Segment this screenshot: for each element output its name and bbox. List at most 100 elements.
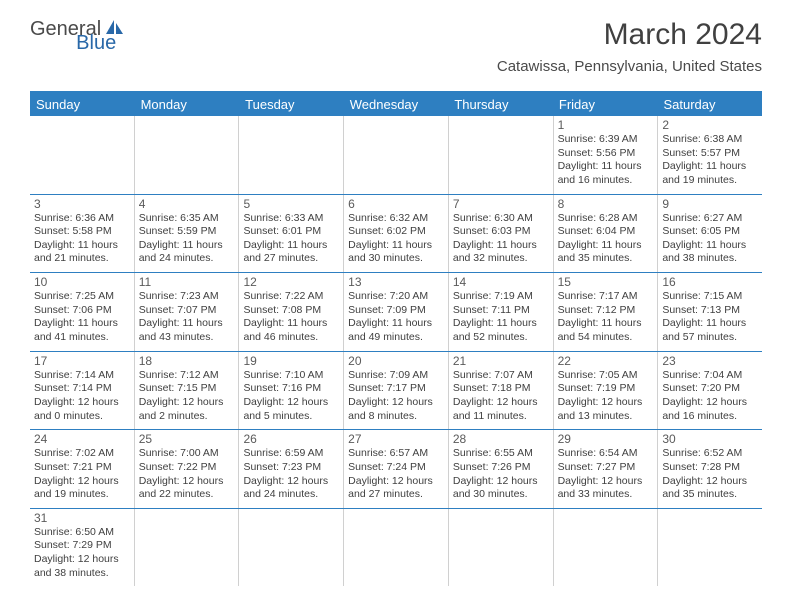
sunrise-text: Sunrise: 6:39 AM [558, 133, 654, 147]
day-header-friday: Friday [553, 93, 658, 116]
sunrise-text: Sunrise: 6:30 AM [453, 212, 549, 226]
day-info: Sunrise: 6:57 AMSunset: 7:24 PMDaylight:… [348, 447, 444, 502]
day-number: 21 [453, 354, 549, 368]
day-info: Sunrise: 7:04 AMSunset: 7:20 PMDaylight:… [662, 369, 758, 424]
daylight-text: Daylight: 12 hours and 33 minutes. [558, 475, 654, 502]
sunrise-text: Sunrise: 7:02 AM [34, 447, 130, 461]
sunrise-text: Sunrise: 6:32 AM [348, 212, 444, 226]
day-info: Sunrise: 6:33 AMSunset: 6:01 PMDaylight:… [243, 212, 339, 267]
daylight-text: Daylight: 12 hours and 35 minutes. [662, 475, 758, 502]
day-number: 16 [662, 275, 758, 289]
day-number: 14 [453, 275, 549, 289]
daylight-text: Daylight: 11 hours and 49 minutes. [348, 317, 444, 344]
day-cell: 8Sunrise: 6:28 AMSunset: 6:04 PMDaylight… [554, 195, 659, 273]
sunset-text: Sunset: 7:13 PM [662, 304, 758, 318]
location: Catawissa, Pennsylvania, United States [497, 58, 762, 75]
daylight-text: Daylight: 12 hours and 19 minutes. [34, 475, 130, 502]
day-number: 4 [139, 197, 235, 211]
sunset-text: Sunset: 6:04 PM [558, 225, 654, 239]
sunset-text: Sunset: 7:14 PM [34, 382, 130, 396]
day-info: Sunrise: 6:54 AMSunset: 7:27 PMDaylight:… [558, 447, 654, 502]
sunset-text: Sunset: 6:01 PM [243, 225, 339, 239]
daylight-text: Daylight: 11 hours and 46 minutes. [243, 317, 339, 344]
sunrise-text: Sunrise: 7:14 AM [34, 369, 130, 383]
daylight-text: Daylight: 12 hours and 30 minutes. [453, 475, 549, 502]
daylight-text: Daylight: 12 hours and 5 minutes. [243, 396, 339, 423]
day-cell-empty [449, 509, 554, 587]
day-info: Sunrise: 6:27 AMSunset: 6:05 PMDaylight:… [662, 212, 758, 267]
day-header-row: SundayMondayTuesdayWednesdayThursdayFrid… [30, 93, 762, 116]
sunrise-text: Sunrise: 6:35 AM [139, 212, 235, 226]
day-number: 18 [139, 354, 235, 368]
sunrise-text: Sunrise: 7:22 AM [243, 290, 339, 304]
daylight-text: Daylight: 11 hours and 30 minutes. [348, 239, 444, 266]
daylight-text: Daylight: 11 hours and 38 minutes. [662, 239, 758, 266]
day-cell-empty [135, 116, 240, 194]
day-info: Sunrise: 7:22 AMSunset: 7:08 PMDaylight:… [243, 290, 339, 345]
sunset-text: Sunset: 7:16 PM [243, 382, 339, 396]
day-number: 22 [558, 354, 654, 368]
day-info: Sunrise: 6:39 AMSunset: 5:56 PMDaylight:… [558, 133, 654, 188]
day-info: Sunrise: 6:30 AMSunset: 6:03 PMDaylight:… [453, 212, 549, 267]
weeks-container: 1Sunrise: 6:39 AMSunset: 5:56 PMDaylight… [30, 116, 762, 586]
sunset-text: Sunset: 7:24 PM [348, 461, 444, 475]
day-number: 23 [662, 354, 758, 368]
week-row: 17Sunrise: 7:14 AMSunset: 7:14 PMDayligh… [30, 352, 762, 431]
daylight-text: Daylight: 12 hours and 27 minutes. [348, 475, 444, 502]
day-header-thursday: Thursday [448, 93, 553, 116]
daylight-text: Daylight: 11 hours and 24 minutes. [139, 239, 235, 266]
daylight-text: Daylight: 11 hours and 41 minutes. [34, 317, 130, 344]
day-info: Sunrise: 7:09 AMSunset: 7:17 PMDaylight:… [348, 369, 444, 424]
day-cell: 30Sunrise: 6:52 AMSunset: 7:28 PMDayligh… [658, 430, 762, 508]
sunrise-text: Sunrise: 7:25 AM [34, 290, 130, 304]
daylight-text: Daylight: 12 hours and 16 minutes. [662, 396, 758, 423]
day-cell: 28Sunrise: 6:55 AMSunset: 7:26 PMDayligh… [449, 430, 554, 508]
day-cell-empty [30, 116, 135, 194]
day-info: Sunrise: 7:14 AMSunset: 7:14 PMDaylight:… [34, 369, 130, 424]
day-cell: 29Sunrise: 6:54 AMSunset: 7:27 PMDayligh… [554, 430, 659, 508]
day-cell: 11Sunrise: 7:23 AMSunset: 7:07 PMDayligh… [135, 273, 240, 351]
day-header-tuesday: Tuesday [239, 93, 344, 116]
day-cell: 14Sunrise: 7:19 AMSunset: 7:11 PMDayligh… [449, 273, 554, 351]
sunset-text: Sunset: 7:28 PM [662, 461, 758, 475]
day-cell-empty [239, 116, 344, 194]
sunrise-text: Sunrise: 6:57 AM [348, 447, 444, 461]
sunrise-text: Sunrise: 6:59 AM [243, 447, 339, 461]
day-info: Sunrise: 6:36 AMSunset: 5:58 PMDaylight:… [34, 212, 130, 267]
sunrise-text: Sunrise: 6:54 AM [558, 447, 654, 461]
day-cell-empty [239, 509, 344, 587]
sunrise-text: Sunrise: 6:33 AM [243, 212, 339, 226]
day-cell-empty [135, 509, 240, 587]
day-cell: 4Sunrise: 6:35 AMSunset: 5:59 PMDaylight… [135, 195, 240, 273]
sunrise-text: Sunrise: 6:28 AM [558, 212, 654, 226]
day-info: Sunrise: 6:35 AMSunset: 5:59 PMDaylight:… [139, 212, 235, 267]
day-number: 1 [558, 118, 654, 132]
sunrise-text: Sunrise: 7:00 AM [139, 447, 235, 461]
daylight-text: Daylight: 11 hours and 32 minutes. [453, 239, 549, 266]
day-info: Sunrise: 6:28 AMSunset: 6:04 PMDaylight:… [558, 212, 654, 267]
day-number: 13 [348, 275, 444, 289]
sunrise-text: Sunrise: 6:50 AM [34, 526, 130, 540]
day-number: 17 [34, 354, 130, 368]
day-info: Sunrise: 7:07 AMSunset: 7:18 PMDaylight:… [453, 369, 549, 424]
sunset-text: Sunset: 7:15 PM [139, 382, 235, 396]
day-info: Sunrise: 7:02 AMSunset: 7:21 PMDaylight:… [34, 447, 130, 502]
daylight-text: Daylight: 11 hours and 27 minutes. [243, 239, 339, 266]
day-cell: 2Sunrise: 6:38 AMSunset: 5:57 PMDaylight… [658, 116, 762, 194]
day-cell: 5Sunrise: 6:33 AMSunset: 6:01 PMDaylight… [239, 195, 344, 273]
daylight-text: Daylight: 12 hours and 24 minutes. [243, 475, 339, 502]
sunrise-text: Sunrise: 7:20 AM [348, 290, 444, 304]
day-cell: 18Sunrise: 7:12 AMSunset: 7:15 PMDayligh… [135, 352, 240, 430]
day-cell: 16Sunrise: 7:15 AMSunset: 7:13 PMDayligh… [658, 273, 762, 351]
day-cell: 26Sunrise: 6:59 AMSunset: 7:23 PMDayligh… [239, 430, 344, 508]
day-cell: 12Sunrise: 7:22 AMSunset: 7:08 PMDayligh… [239, 273, 344, 351]
sunrise-text: Sunrise: 7:23 AM [139, 290, 235, 304]
sunrise-text: Sunrise: 6:27 AM [662, 212, 758, 226]
sunset-text: Sunset: 5:59 PM [139, 225, 235, 239]
day-cell: 19Sunrise: 7:10 AMSunset: 7:16 PMDayligh… [239, 352, 344, 430]
day-cell: 20Sunrise: 7:09 AMSunset: 7:17 PMDayligh… [344, 352, 449, 430]
day-number: 8 [558, 197, 654, 211]
day-number: 12 [243, 275, 339, 289]
day-cell: 1Sunrise: 6:39 AMSunset: 5:56 PMDaylight… [554, 116, 659, 194]
daylight-text: Daylight: 11 hours and 35 minutes. [558, 239, 654, 266]
